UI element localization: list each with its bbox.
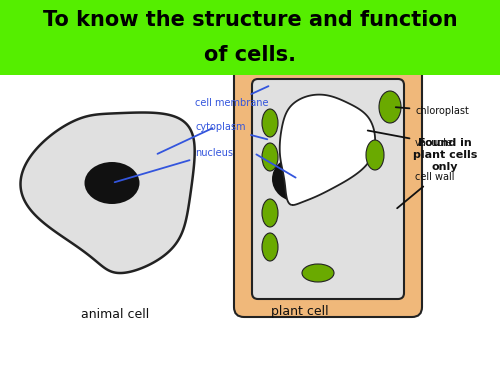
Text: chloroplast: chloroplast	[396, 106, 469, 116]
Text: cytoplasm: cytoplasm	[195, 122, 268, 139]
Polygon shape	[20, 112, 195, 273]
Text: To know the structure and function: To know the structure and function	[42, 10, 458, 30]
Ellipse shape	[262, 109, 278, 137]
Ellipse shape	[272, 156, 324, 202]
Text: vacuole: vacuole	[368, 130, 453, 148]
Text: cell membrane: cell membrane	[195, 86, 268, 108]
Text: nucleus: nucleus	[114, 148, 233, 182]
Bar	[0, 0, 500, 75]
Ellipse shape	[262, 199, 278, 227]
FancyBboxPatch shape	[252, 79, 404, 299]
FancyBboxPatch shape	[234, 61, 422, 317]
Text: animal cell: animal cell	[81, 309, 149, 321]
Text: cell wall: cell wall	[397, 172, 454, 208]
Ellipse shape	[262, 233, 278, 261]
Ellipse shape	[366, 140, 384, 170]
Text: Found in
plant cells
only: Found in plant cells only	[413, 138, 477, 172]
Ellipse shape	[379, 91, 401, 123]
Text: plant cell: plant cell	[271, 306, 329, 318]
Polygon shape	[280, 94, 375, 205]
Ellipse shape	[262, 143, 278, 171]
Ellipse shape	[302, 264, 334, 282]
Ellipse shape	[84, 162, 140, 204]
Text: of cells.: of cells.	[204, 45, 296, 65]
